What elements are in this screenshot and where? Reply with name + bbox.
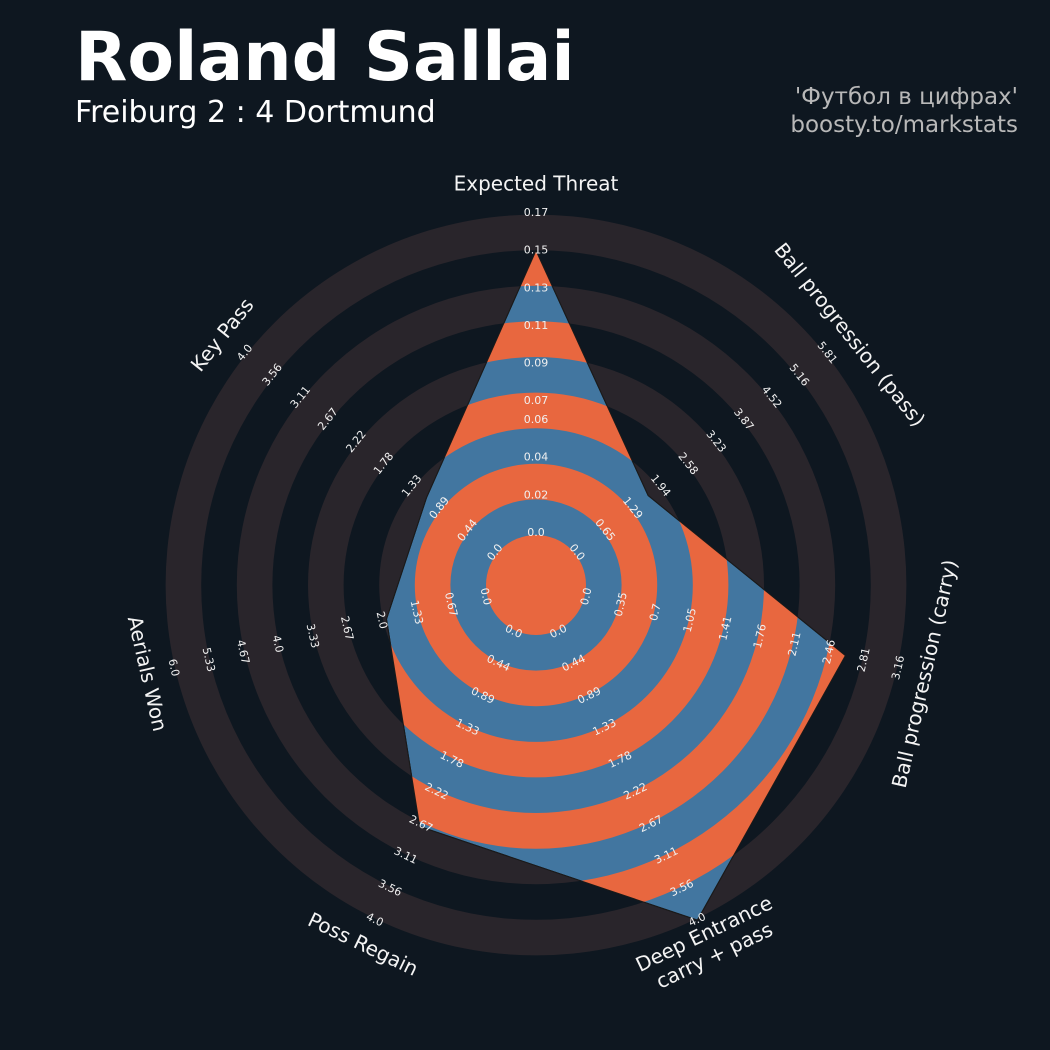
tick-label: 6.0	[166, 658, 183, 678]
tick-label: 0.0	[527, 526, 545, 539]
tick-label: 0.35	[612, 591, 630, 618]
tick-label: 0.09	[524, 357, 549, 370]
radar-bands	[386, 250, 846, 920]
tick-label: 0.06	[524, 413, 549, 426]
tick-label: 1.41	[716, 615, 734, 642]
chart-subtitle: Freiburg 2 : 4 Dortmund	[75, 95, 436, 130]
radar-outline	[385, 249, 847, 921]
tick-label: 5.33	[200, 646, 218, 673]
credit: boosty.to/markstats	[790, 112, 1018, 138]
tick-label: 0.0	[478, 586, 495, 606]
tick-label: 4.67	[234, 638, 252, 665]
tick-label: 0.15	[524, 244, 549, 257]
radar-band	[414, 463, 658, 707]
tick-label: 0.11	[524, 319, 549, 332]
tick-label: 0.13	[524, 281, 549, 294]
tick-label: 1.05	[681, 607, 699, 634]
tick-label: 2.81	[855, 646, 873, 673]
tick-label: 0.02	[524, 488, 549, 501]
tick-label: 2.46	[820, 639, 838, 666]
tick-label: 0.67	[442, 591, 460, 618]
tick-label: 3.33	[304, 623, 322, 650]
chart-title: Roland Sallai	[75, 18, 575, 97]
tick-label: 0.17	[524, 206, 549, 219]
tick-label: 2.67	[338, 615, 356, 642]
tick-label: 0.0	[578, 586, 595, 606]
tick-label: 0.07	[524, 394, 549, 407]
tick-label: 1.33	[408, 599, 426, 626]
tick-label: 3.16	[889, 654, 907, 681]
tick-label: 1.76	[751, 623, 769, 650]
param-label: Expected Threat	[454, 172, 619, 196]
tick-label: 0.04	[524, 451, 549, 464]
tick-label: 4.0	[270, 634, 287, 654]
radar-band	[486, 535, 586, 635]
tick-label: 0.7	[647, 602, 664, 622]
credit: 'Футбол в цифрах'	[795, 84, 1018, 110]
tick-label: 2.11	[785, 631, 803, 658]
tick-label: 2.0	[374, 610, 391, 630]
